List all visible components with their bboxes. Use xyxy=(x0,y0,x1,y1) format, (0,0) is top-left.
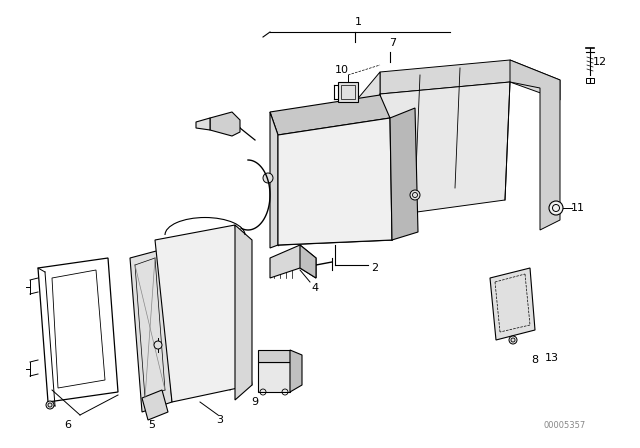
Polygon shape xyxy=(210,112,240,136)
Polygon shape xyxy=(270,95,390,135)
Bar xyxy=(586,78,594,83)
Polygon shape xyxy=(338,72,380,165)
Polygon shape xyxy=(390,108,418,240)
Polygon shape xyxy=(130,250,172,412)
Polygon shape xyxy=(278,118,392,245)
Circle shape xyxy=(410,190,420,200)
Text: 3: 3 xyxy=(216,415,223,425)
Polygon shape xyxy=(142,390,168,420)
Polygon shape xyxy=(338,82,358,102)
Circle shape xyxy=(549,201,563,215)
Text: 00005357: 00005357 xyxy=(544,421,586,430)
Text: 1: 1 xyxy=(355,17,362,27)
Polygon shape xyxy=(380,82,510,215)
Text: 2: 2 xyxy=(371,263,379,273)
Polygon shape xyxy=(300,245,316,278)
Polygon shape xyxy=(490,268,535,340)
Circle shape xyxy=(509,336,517,344)
Bar xyxy=(341,85,355,99)
Polygon shape xyxy=(196,118,210,130)
Text: 12: 12 xyxy=(593,57,607,67)
Polygon shape xyxy=(380,60,560,100)
Circle shape xyxy=(46,401,54,409)
Circle shape xyxy=(263,173,273,183)
Polygon shape xyxy=(258,350,290,362)
Text: 13: 13 xyxy=(545,353,559,363)
Polygon shape xyxy=(270,112,278,248)
Polygon shape xyxy=(270,245,316,278)
Text: 10: 10 xyxy=(335,65,349,75)
Text: 7: 7 xyxy=(389,38,397,48)
Text: 6: 6 xyxy=(65,420,72,430)
Text: 5: 5 xyxy=(148,420,156,430)
Polygon shape xyxy=(258,362,290,392)
Text: 9: 9 xyxy=(252,397,259,407)
Polygon shape xyxy=(235,225,252,400)
Polygon shape xyxy=(290,350,302,392)
Polygon shape xyxy=(155,225,252,402)
Polygon shape xyxy=(510,60,560,230)
Text: 4: 4 xyxy=(312,283,319,293)
Text: 11: 11 xyxy=(571,203,585,213)
Circle shape xyxy=(154,341,162,349)
Text: 8: 8 xyxy=(531,355,539,365)
